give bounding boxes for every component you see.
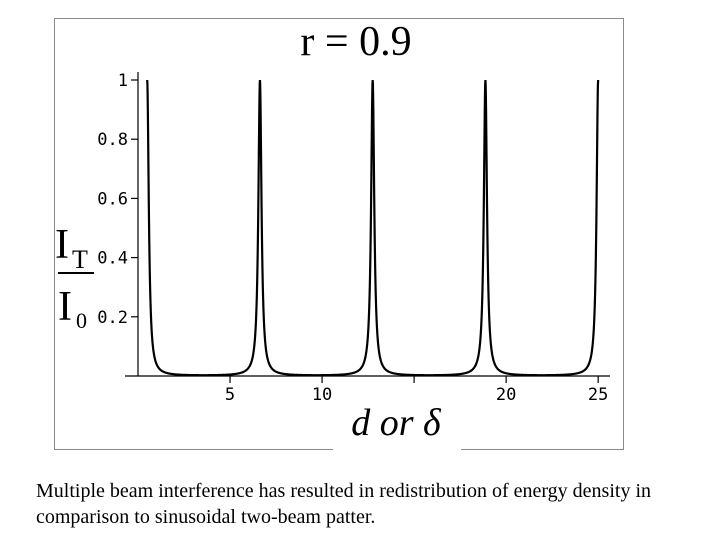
y-label-denominator: I [58,284,72,330]
x-axis-label: d or δ [351,402,442,444]
y-tick-label: 0.6 [97,189,128,209]
transmission-curve [146,79,600,377]
y-axis-label: I T I 0 [55,222,94,333]
y-tick-label: 1 [118,71,128,91]
figure-caption: Multiple beam interference has resulted … [36,480,652,528]
y-tick-label: 0.2 [97,308,128,328]
x-tick-label: 10 [312,385,332,405]
y-label-denominator-sub: 0 [76,308,87,333]
y-tick-label: 0.8 [97,130,128,150]
axis-ticks [131,79,599,383]
intensity-plot: r = 0.9 5 10 20 25 0.2 0.4 0.6 0.8 1 I T I 0 d o… [55,19,610,450]
y-label-numerator-sub: T [72,245,88,274]
x-tick-label: 25 [588,385,608,405]
x-tick-label: 5 [225,385,235,405]
y-tick-label: 0.4 [97,249,128,269]
tick-labels: 5 10 20 25 0.2 0.4 0.6 0.8 1 [97,71,608,405]
y-label-numerator: I [55,222,69,268]
x-label-backdrop [333,398,461,450]
chart-title: r = 0.9 [300,19,411,65]
x-tick-label: 20 [496,385,516,405]
